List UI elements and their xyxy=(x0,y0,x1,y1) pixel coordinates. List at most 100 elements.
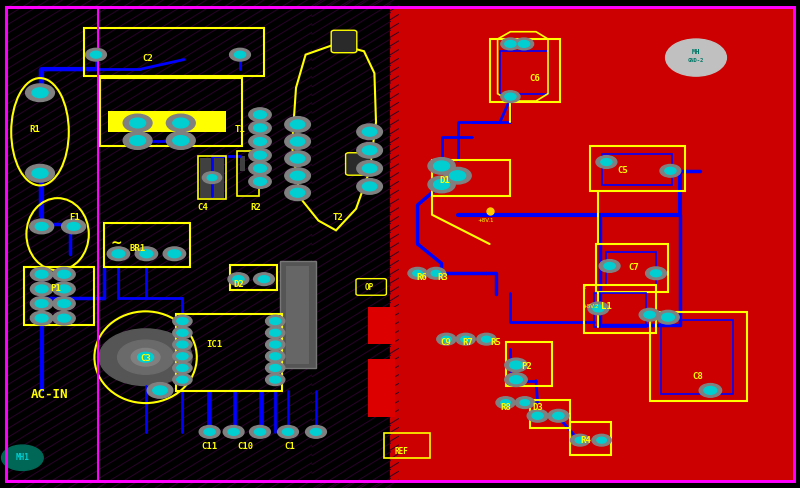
Circle shape xyxy=(266,374,285,386)
Circle shape xyxy=(604,263,615,269)
Circle shape xyxy=(505,93,516,100)
Circle shape xyxy=(163,247,186,261)
Circle shape xyxy=(249,175,271,188)
Circle shape xyxy=(270,376,281,383)
Circle shape xyxy=(357,161,382,176)
Circle shape xyxy=(442,336,451,342)
Circle shape xyxy=(30,311,53,325)
Circle shape xyxy=(266,362,285,374)
Bar xyxy=(6,7,398,481)
Circle shape xyxy=(362,146,377,155)
Circle shape xyxy=(249,108,271,122)
Circle shape xyxy=(434,161,450,171)
Circle shape xyxy=(434,180,450,189)
Text: AC-IN: AC-IN xyxy=(31,388,68,401)
Circle shape xyxy=(32,168,48,178)
Circle shape xyxy=(266,315,285,327)
Text: +8V.2: +8V.2 xyxy=(582,304,598,309)
Bar xyxy=(312,7,390,481)
Bar xyxy=(530,400,570,428)
Circle shape xyxy=(704,386,717,394)
Text: C9: C9 xyxy=(440,338,451,347)
Circle shape xyxy=(199,426,220,438)
Circle shape xyxy=(177,341,188,348)
Text: F1: F1 xyxy=(69,213,80,222)
Circle shape xyxy=(173,136,189,145)
Circle shape xyxy=(290,120,305,129)
FancyBboxPatch shape xyxy=(346,153,371,175)
Circle shape xyxy=(30,267,53,281)
Circle shape xyxy=(310,428,322,435)
Circle shape xyxy=(249,148,271,162)
Bar xyxy=(176,314,282,391)
Circle shape xyxy=(510,361,522,369)
Circle shape xyxy=(362,127,377,136)
Circle shape xyxy=(527,409,548,422)
Circle shape xyxy=(30,219,54,234)
Circle shape xyxy=(35,314,48,322)
Circle shape xyxy=(173,118,189,128)
Text: T2: T2 xyxy=(332,213,343,222)
Circle shape xyxy=(285,117,310,132)
Circle shape xyxy=(596,156,617,168)
Text: MH: MH xyxy=(692,49,700,55)
Circle shape xyxy=(593,305,604,312)
Circle shape xyxy=(53,282,75,296)
Bar xyxy=(24,267,94,325)
Text: C7: C7 xyxy=(628,263,639,272)
Circle shape xyxy=(266,327,285,339)
Circle shape xyxy=(135,247,158,261)
Circle shape xyxy=(518,41,530,47)
Bar xyxy=(198,156,226,199)
Circle shape xyxy=(166,132,195,149)
Bar xyxy=(237,151,259,196)
Bar xyxy=(506,342,552,386)
Bar xyxy=(368,359,395,417)
Circle shape xyxy=(90,51,102,58)
Bar xyxy=(384,433,430,458)
Circle shape xyxy=(270,365,281,371)
Circle shape xyxy=(249,162,271,175)
Text: C1: C1 xyxy=(284,442,295,451)
Circle shape xyxy=(413,270,422,276)
Circle shape xyxy=(147,383,173,398)
Circle shape xyxy=(501,400,510,406)
Circle shape xyxy=(123,114,152,132)
Circle shape xyxy=(177,376,188,383)
Circle shape xyxy=(650,270,662,277)
Circle shape xyxy=(30,282,53,296)
Text: P1: P1 xyxy=(50,285,62,293)
Circle shape xyxy=(249,135,271,148)
Circle shape xyxy=(112,250,125,258)
Circle shape xyxy=(166,114,195,132)
Circle shape xyxy=(254,151,266,159)
Circle shape xyxy=(173,350,192,362)
Circle shape xyxy=(254,178,266,185)
Circle shape xyxy=(285,168,310,183)
Circle shape xyxy=(249,121,271,135)
Circle shape xyxy=(254,111,266,119)
Text: D2: D2 xyxy=(233,280,244,288)
Circle shape xyxy=(177,365,188,371)
Bar xyxy=(602,154,672,185)
Circle shape xyxy=(665,167,676,174)
Circle shape xyxy=(250,426,270,438)
Circle shape xyxy=(223,426,244,438)
Circle shape xyxy=(2,445,43,470)
Circle shape xyxy=(515,397,534,408)
Circle shape xyxy=(285,185,310,201)
Text: D3: D3 xyxy=(532,403,543,412)
Circle shape xyxy=(444,167,471,184)
Circle shape xyxy=(118,340,174,374)
Circle shape xyxy=(660,164,681,177)
Text: C8: C8 xyxy=(692,372,703,381)
Circle shape xyxy=(597,437,606,443)
FancyBboxPatch shape xyxy=(331,30,357,53)
Circle shape xyxy=(53,267,75,281)
Text: 2: 2 xyxy=(582,285,586,290)
Circle shape xyxy=(53,311,75,325)
Text: OP: OP xyxy=(365,284,374,292)
Text: T1: T1 xyxy=(234,125,246,134)
Text: ~: ~ xyxy=(110,237,122,251)
Circle shape xyxy=(501,91,520,102)
